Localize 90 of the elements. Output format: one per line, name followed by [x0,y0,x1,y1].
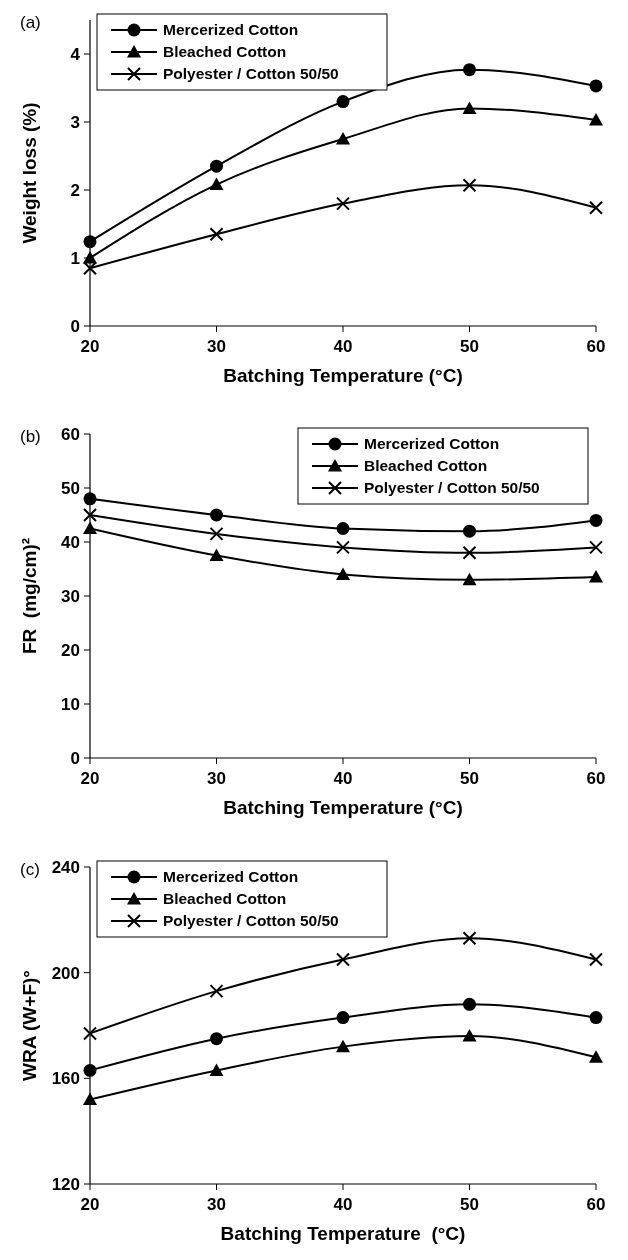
y-tick-label: 1 [70,248,80,268]
point [462,101,477,114]
point [589,540,603,555]
y-tick-label: 120 [51,1174,80,1194]
y-tick-label: 60 [61,424,80,444]
y-tick-label: 0 [70,748,80,768]
point [209,526,224,541]
y-tick-label: 3 [70,112,80,132]
y-axis-title: WRA (W+F)° [19,970,40,1081]
point [462,1029,477,1042]
x-tick-label: 60 [586,1195,606,1214]
point [209,984,224,999]
point [589,513,603,527]
point [83,1063,97,1077]
point [589,952,603,967]
point [336,132,350,145]
point [209,1063,224,1076]
y-axis-title: Weight loss (%) [19,102,40,244]
point [209,548,224,561]
point [589,1011,603,1025]
point [589,1050,603,1063]
x-tick-label: 60 [586,769,606,788]
y-tick-label: 2 [70,180,80,200]
legend-label: Mercerized Cotton [163,868,299,886]
point [210,159,223,173]
point [83,508,97,522]
point [336,196,350,211]
legend-label: Polyester / Cotton 50/50 [163,65,339,83]
y-tick-label: 200 [51,963,80,983]
point [210,508,223,522]
point [336,95,350,109]
legend-label: Polyester / Cotton 50/50 [364,479,540,497]
point [83,261,97,276]
x-axis-title: Batching Temperature (°C) [223,365,463,386]
point [462,931,477,946]
chart-title: (a) [20,13,41,32]
chart-title: (c) [20,860,40,879]
x-tick-label: 60 [586,337,606,356]
point [589,200,603,215]
point [463,524,476,538]
point [336,522,350,535]
legend-label: Polyester / Cotton 50/50 [163,912,339,930]
point [336,1011,350,1025]
x-axis-title: Batching Temperature (°C) [223,797,463,818]
point [83,1092,97,1105]
legend-label: Bleached Cotton [364,457,488,475]
point [589,570,603,583]
point [209,177,224,191]
point [462,178,477,193]
point [589,79,603,93]
point [210,1032,223,1046]
x-tick-label: 50 [460,1195,479,1214]
y-tick-label: 160 [51,1069,80,1089]
point [589,112,603,126]
x-tick-label: 30 [207,769,226,788]
y-tick-label: 20 [61,640,80,660]
y-tick-label: 10 [61,694,80,714]
point [336,567,350,580]
x-tick-label: 50 [460,337,479,356]
x-tick-label: 40 [333,1195,353,1214]
point [336,952,350,967]
y-tick-label: 30 [61,586,80,606]
legend-label: Mercerized Cotton [364,435,500,453]
legend-label: Bleached Cotton [163,890,287,908]
y-tick-label: 50 [61,478,80,498]
point [209,227,224,242]
y-tick-label: 4 [70,44,81,64]
point [463,997,476,1011]
point [83,521,97,534]
x-tick-label: 40 [333,337,353,356]
point [83,1026,97,1041]
point [83,235,97,249]
x-tick-label: 40 [333,769,353,788]
x-tick-label: 30 [207,1195,226,1214]
y-axis-title: FR (mg/cm)² [19,537,40,655]
legend-label: Bleached Cotton [163,43,287,61]
point [462,572,477,586]
point [336,1039,350,1053]
chart-title: (b) [20,427,41,446]
point [336,540,350,555]
y-tick-label: 240 [51,857,80,877]
legend-label: Mercerized Cotton [163,21,299,39]
y-tick-label: 0 [70,316,80,336]
point [463,63,476,77]
y-tick-label: 40 [61,532,80,552]
x-axis-title: Batching Temperature (°C) [220,1223,466,1244]
point [83,492,97,506]
x-tick-label: 30 [207,337,226,356]
point [462,545,477,560]
x-tick-label: 50 [460,769,479,788]
